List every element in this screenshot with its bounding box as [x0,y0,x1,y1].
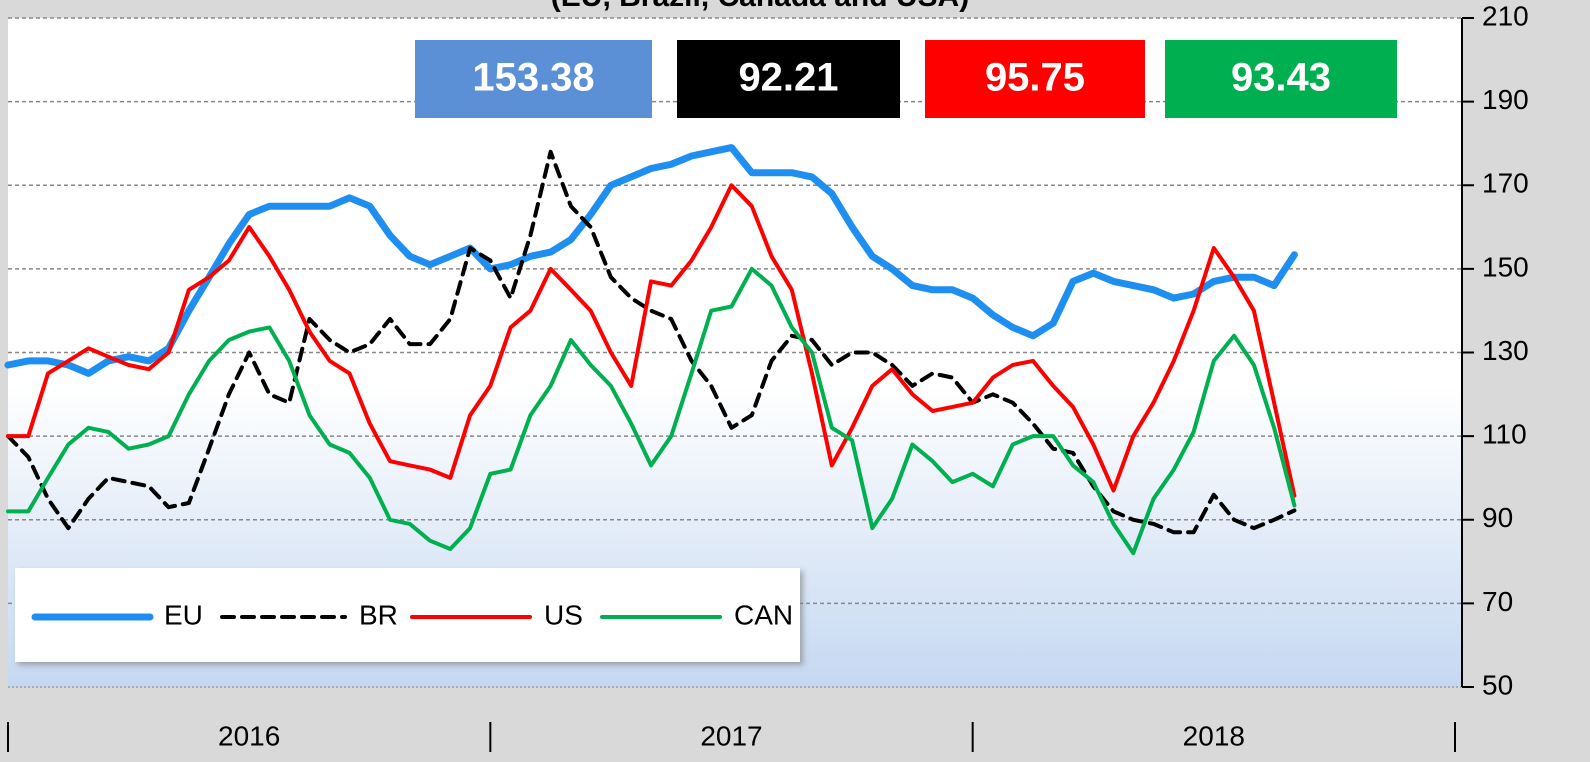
y-tick-label: 50 [1482,669,1513,700]
x-tick-label: 2016 [218,720,280,751]
chart-title: (EU, Brazil, Canada and USA) [551,0,969,13]
legend-label: EU [164,599,203,630]
y-tick-label: 150 [1482,251,1529,282]
series-line [6,266,1297,556]
legend-label: BR [359,599,398,630]
x-tick-label: 2017 [700,720,762,751]
legend-label: US [544,599,583,630]
legend-label: CAN [734,599,793,630]
series-line [6,183,1297,498]
y-tick-label: 90 [1482,502,1513,533]
value-box-label: 95.75 [985,56,1085,100]
series-line [6,149,1297,535]
series-line [4,144,1298,377]
y-tick-label: 110 [1482,419,1527,450]
value-box [415,40,652,118]
value-box-label: 93.43 [1231,56,1331,100]
value-box-label: 153.38 [472,56,594,100]
y-tick-label: 170 [1482,168,1529,199]
value-box [677,40,900,118]
y-tick-label: 210 [1482,0,1529,31]
value-box [925,40,1145,118]
y-tick-label: 130 [1482,335,1529,366]
value-box-label: 92.21 [738,56,838,100]
value-box [1165,40,1397,118]
y-tick-label: 190 [1482,84,1529,115]
y-tick-label: 70 [1482,586,1513,617]
x-tick-label: 2018 [1183,720,1245,751]
